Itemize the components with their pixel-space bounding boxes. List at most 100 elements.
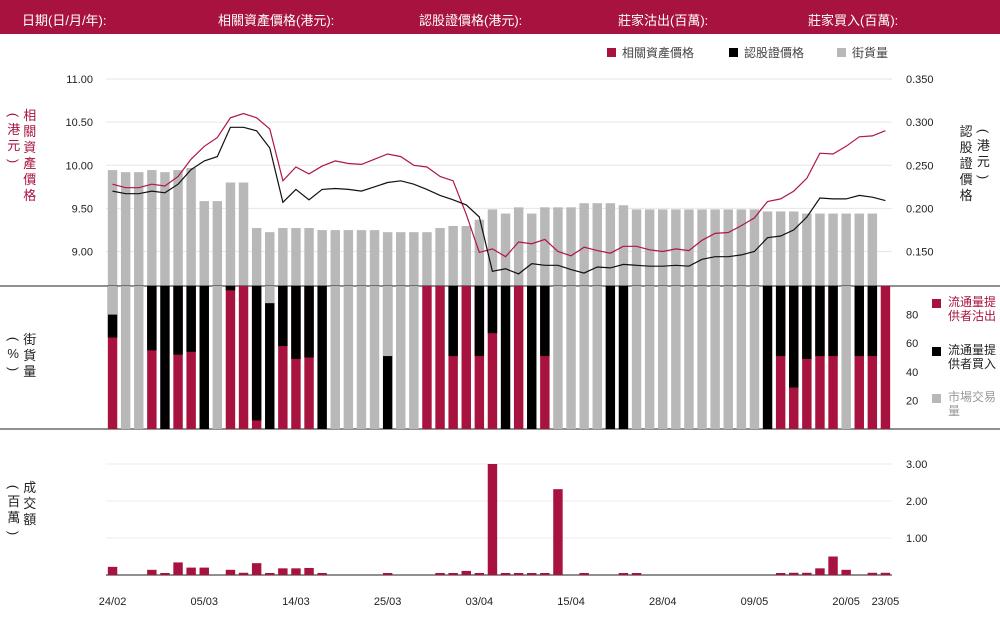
street-volume-bar bbox=[369, 230, 380, 286]
flow-bar-red bbox=[422, 286, 432, 429]
turnover-bar bbox=[828, 556, 838, 575]
x-tick-label: 28/04 bbox=[649, 596, 677, 608]
flow-bar-grey bbox=[409, 286, 419, 429]
legend-underlying-swatch bbox=[607, 48, 616, 57]
street-volume-bar bbox=[815, 213, 825, 286]
street-volume-bar bbox=[186, 168, 196, 286]
flow-bar-grey bbox=[396, 286, 406, 429]
turnover-bar bbox=[513, 573, 524, 575]
flow-bar-black bbox=[448, 286, 458, 357]
turnover-bar bbox=[238, 572, 249, 575]
left-tick-label: 11.00 bbox=[66, 74, 93, 86]
x-tick-label: 03/04 bbox=[466, 596, 494, 608]
flow-bar-red bbox=[238, 286, 249, 429]
left-axis-unit-paren: (港元) bbox=[6, 112, 22, 164]
flow-bar-black bbox=[867, 286, 878, 357]
turnover-bar bbox=[815, 568, 825, 575]
street-volume-bar bbox=[723, 209, 733, 286]
side-legend-bought: 流通量提供者買入 bbox=[932, 343, 1000, 371]
turnover-bar bbox=[147, 569, 157, 575]
side-legend-sold-swatch bbox=[932, 299, 941, 308]
street-volume-bar bbox=[841, 213, 851, 286]
street-volume-bar bbox=[631, 209, 642, 286]
street-volume-bar bbox=[265, 232, 275, 286]
flow-bar-black bbox=[618, 286, 629, 429]
bot-tick-label: 2.00 bbox=[906, 496, 927, 508]
street-volume-bar bbox=[697, 209, 707, 286]
street-volume-bar bbox=[644, 209, 655, 286]
flow-bar-grey bbox=[330, 286, 340, 429]
header-bought: 莊家買入(百萬): bbox=[808, 13, 899, 28]
flow-bar-red bbox=[448, 286, 458, 429]
side-legend-market-label: 市場交易量 bbox=[948, 390, 997, 418]
flow-bar-black bbox=[291, 286, 301, 359]
right-tick-label: 0.250 bbox=[906, 160, 934, 172]
flow-bar-grey bbox=[566, 286, 576, 429]
turnover-bar bbox=[251, 563, 262, 575]
street-volume-bar bbox=[107, 170, 118, 286]
legend-warrant: 認股證價格 bbox=[729, 44, 804, 61]
turnover-bar bbox=[304, 567, 314, 575]
x-tick-label: 09/05 bbox=[741, 596, 769, 608]
warrant-price-line bbox=[112, 126, 886, 275]
street-volume-bar bbox=[147, 170, 157, 286]
x-tick-label: 25/03 bbox=[374, 596, 402, 608]
turnover-bar bbox=[867, 572, 878, 575]
street-volume-bar bbox=[579, 203, 589, 286]
turnover-bar bbox=[553, 489, 563, 575]
turnover-bar bbox=[278, 568, 288, 575]
mid-axis-unit-paren: (%) bbox=[6, 336, 22, 372]
legend-volume-swatch bbox=[837, 48, 846, 57]
street-volume-bar bbox=[553, 207, 563, 286]
flow-bar-red bbox=[540, 286, 550, 429]
street-volume-bar bbox=[789, 211, 799, 286]
right-axis-unit-paren: (港元) bbox=[975, 128, 991, 180]
header-sold: 莊家沽出(百萬): bbox=[618, 13, 709, 28]
flow-bar-grey bbox=[120, 286, 131, 429]
left-tick-label: 10.00 bbox=[65, 160, 93, 172]
flow-bar-grey bbox=[697, 286, 707, 429]
turnover-bar bbox=[631, 573, 642, 575]
side-legend-sold-label: 流通量提供者沽出 bbox=[948, 295, 997, 323]
mid-tick-label: 60 bbox=[906, 338, 918, 350]
flow-bar-black bbox=[186, 286, 196, 352]
flow-bar-black bbox=[474, 286, 485, 357]
flow-bar-black bbox=[173, 286, 183, 355]
bot-axis-unit: 百萬 bbox=[7, 494, 21, 525]
bot-tick-label: 3.00 bbox=[906, 459, 927, 471]
right-tick-label: 0.300 bbox=[906, 117, 934, 129]
flow-bar-grey bbox=[134, 286, 144, 429]
side-legend-sold: 流通量提供者沽出 bbox=[932, 295, 1000, 323]
flow-bar-grey bbox=[671, 286, 681, 429]
turnover-bar bbox=[775, 573, 786, 575]
flow-bar-red bbox=[815, 286, 825, 429]
right-tick-label: 0.150 bbox=[906, 247, 934, 259]
left-axis-title: (港元) 相關資產價格 bbox=[0, 108, 44, 204]
turnover-bar bbox=[448, 573, 458, 575]
side-legend-market: 市場交易量 bbox=[932, 390, 1000, 418]
mid-tick-label: 20 bbox=[906, 395, 918, 407]
mid-tick-label: 80 bbox=[906, 310, 918, 322]
flow-bar-black bbox=[199, 286, 209, 429]
turnover-bar bbox=[500, 573, 511, 575]
turnover-bar bbox=[186, 567, 196, 575]
street-volume-bar bbox=[396, 232, 406, 286]
street-volume-bar bbox=[356, 230, 367, 286]
mid-axis-label: 街貨量 bbox=[23, 332, 37, 379]
flow-bar-black bbox=[500, 286, 511, 429]
flow-bar-black bbox=[605, 286, 616, 429]
flow-bar-grey bbox=[212, 286, 223, 429]
turnover-bar bbox=[199, 567, 209, 575]
street-volume-bar bbox=[500, 213, 511, 286]
street-volume-bar bbox=[749, 209, 760, 286]
street-volume-bar bbox=[775, 211, 786, 286]
left-axis-unit: 港元 bbox=[7, 122, 21, 153]
turnover-bar bbox=[802, 572, 812, 575]
x-tick-label: 24/02 bbox=[99, 596, 127, 608]
flow-bar-red bbox=[186, 286, 196, 429]
flow-bar-red bbox=[278, 286, 288, 429]
flow-bar-black bbox=[487, 286, 498, 334]
street-volume-bar bbox=[540, 207, 550, 286]
turnover-bar bbox=[841, 569, 851, 575]
